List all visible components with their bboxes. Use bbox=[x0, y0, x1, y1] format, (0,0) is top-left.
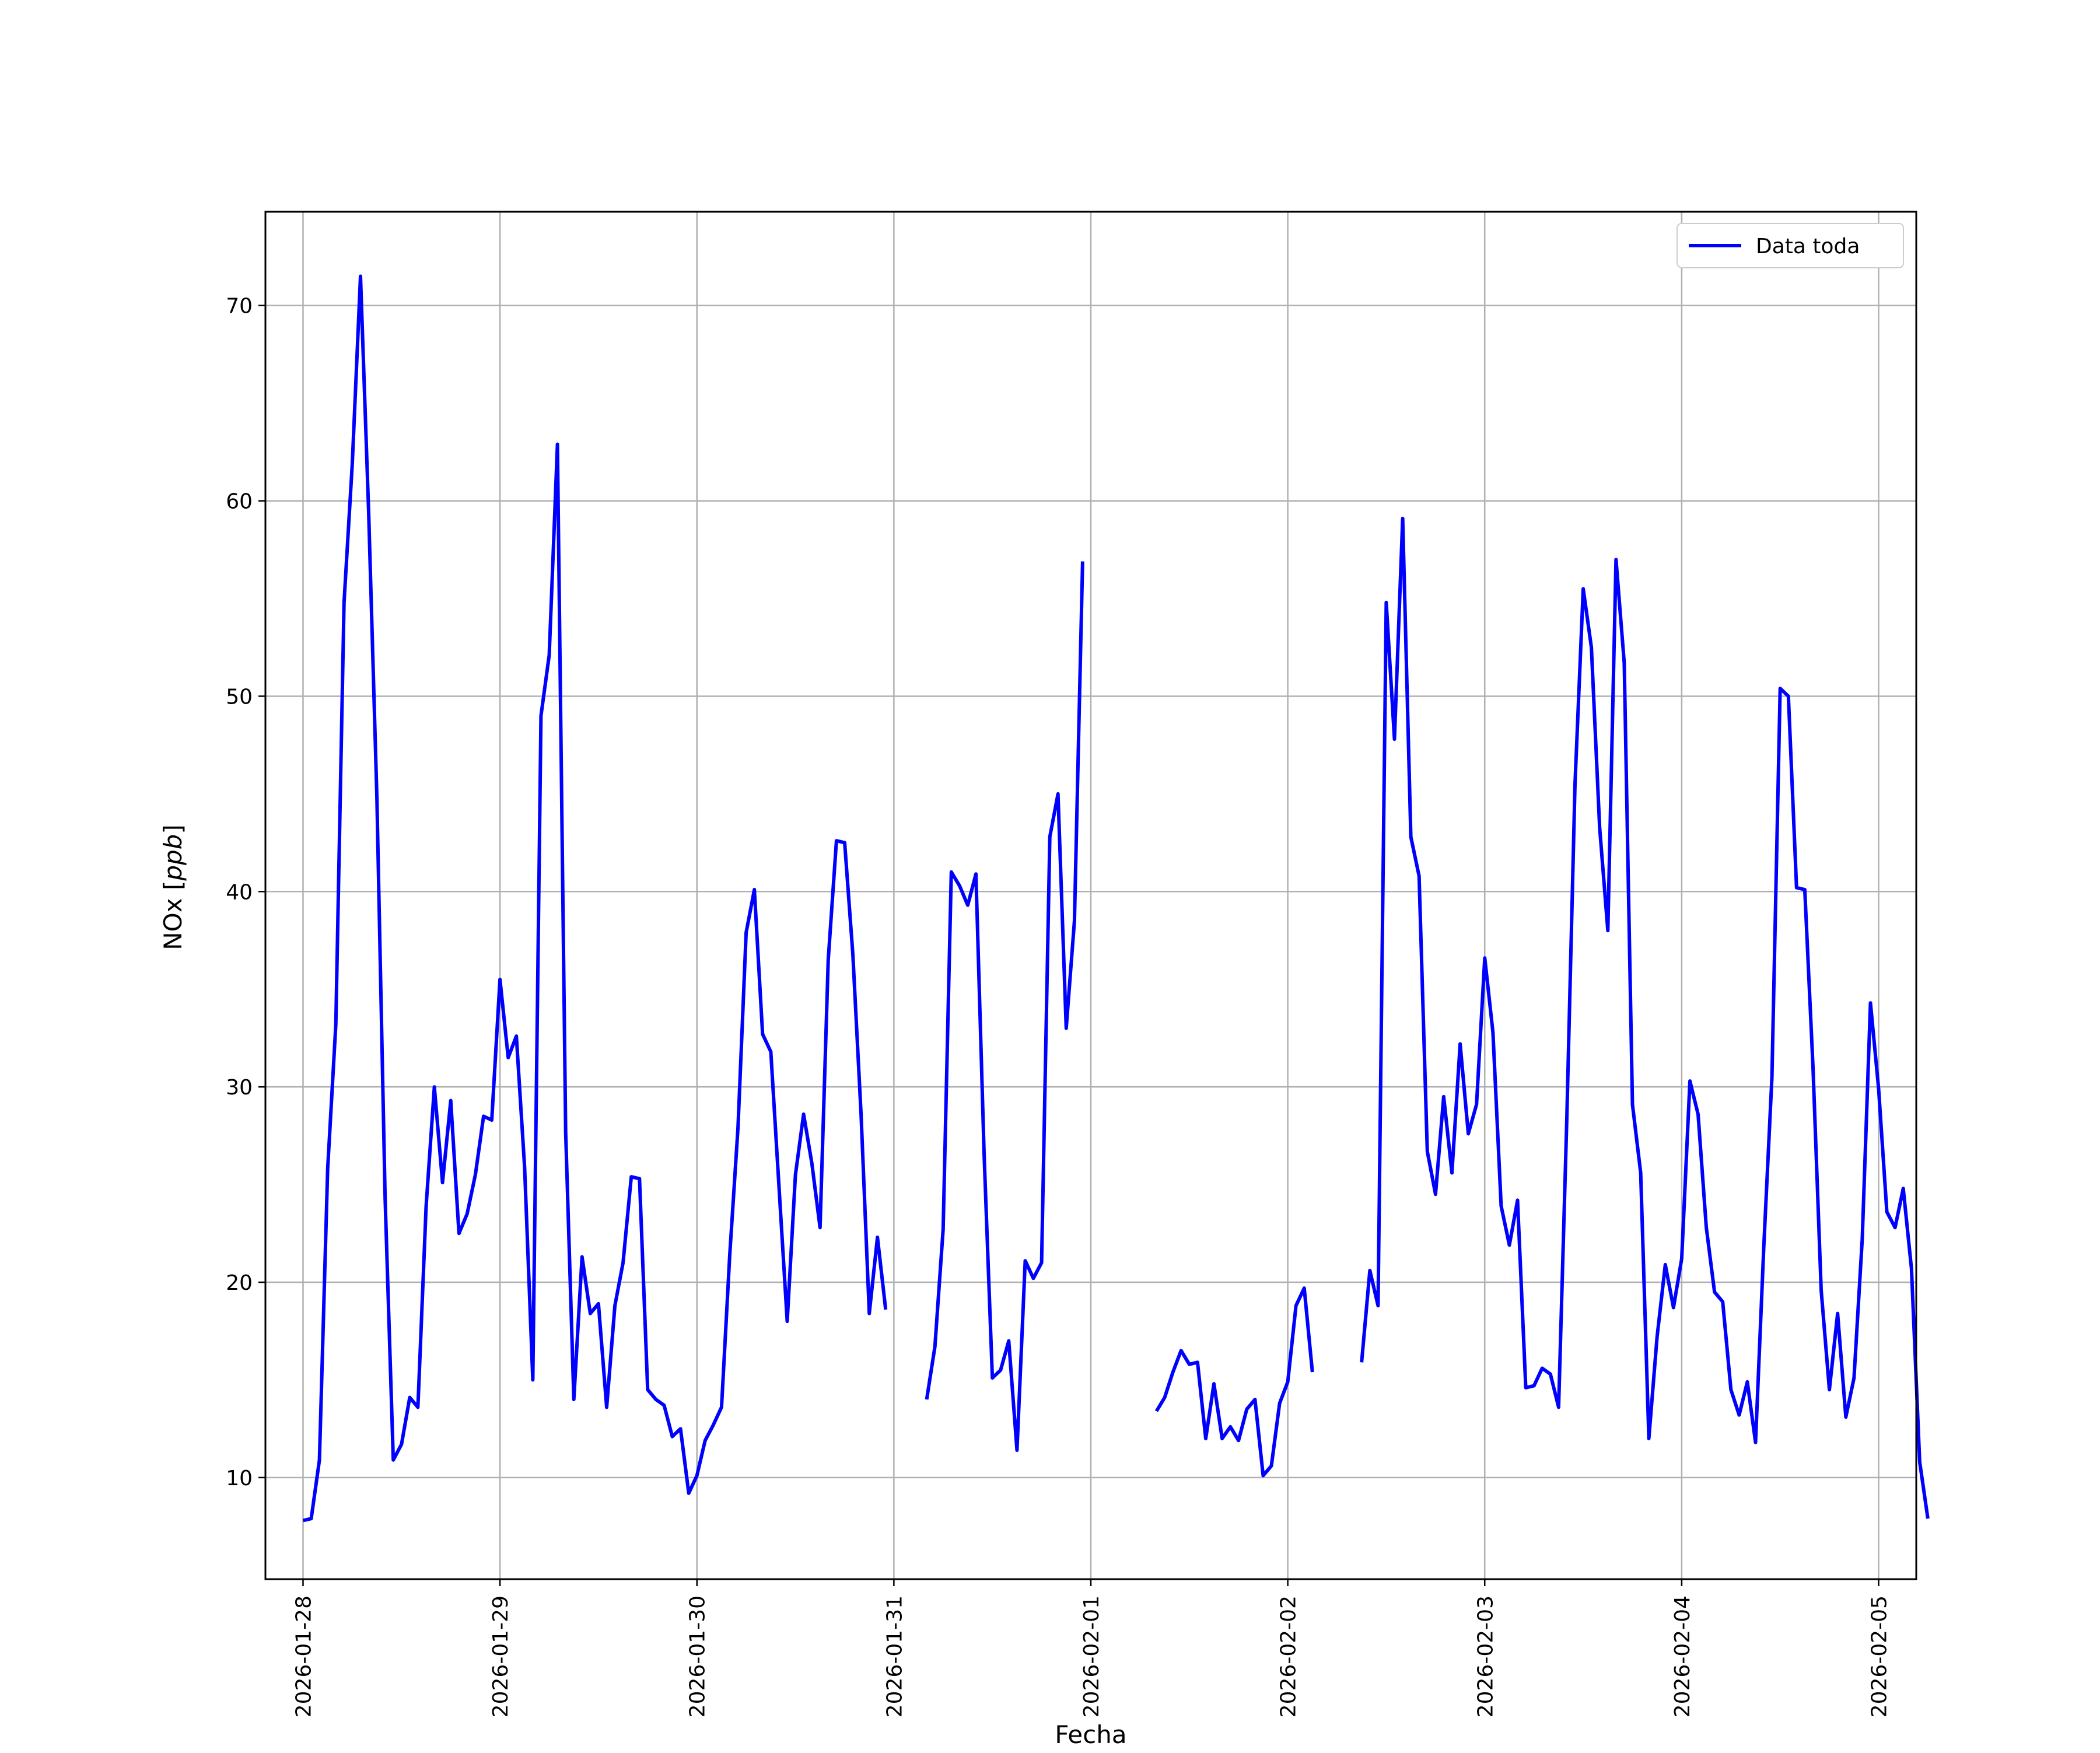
x-tick-label: 2026-01-31 bbox=[883, 1595, 907, 1717]
y-tick-label: 70 bbox=[226, 295, 253, 319]
y-tick-label: 50 bbox=[226, 685, 253, 709]
x-tick-label: 2026-02-05 bbox=[1868, 1595, 1892, 1717]
x-tick-label: 2026-02-04 bbox=[1671, 1595, 1695, 1717]
ticks: 10 20 30 40 50 60 70 2026-01-28 2026-01-29 2026-0… bbox=[226, 295, 1891, 1717]
grid bbox=[265, 212, 1916, 1579]
y-axis-label-prefix: NOx [ bbox=[159, 881, 187, 950]
series-line-data-toda bbox=[302, 274, 1930, 1523]
legend-box bbox=[1676, 223, 1904, 268]
x-tick-label: 2026-01-28 bbox=[292, 1595, 316, 1717]
y-tick-label: 20 bbox=[226, 1271, 253, 1295]
y-tick-label: 30 bbox=[226, 1076, 253, 1100]
legend: Data toda bbox=[1676, 223, 1904, 268]
y-tick-label: 10 bbox=[226, 1467, 253, 1490]
y-axis-label-unit: ppb bbox=[159, 834, 187, 881]
legend-label-data-toda: Data toda bbox=[1756, 235, 1860, 258]
y-axis-label-suffix: ] bbox=[159, 824, 187, 834]
y-tick-label: 40 bbox=[226, 880, 253, 904]
series-layer bbox=[302, 274, 1930, 1523]
x-axis-label: Fecha bbox=[1055, 1720, 1126, 1749]
x-tick-label: 2026-01-29 bbox=[489, 1595, 513, 1717]
x-tick-label: 2026-01-30 bbox=[686, 1595, 710, 1717]
x-tick-label: 2026-02-02 bbox=[1277, 1595, 1301, 1717]
y-axis-label: NOx [ppb] bbox=[159, 824, 187, 950]
x-tick-label: 2026-02-03 bbox=[1474, 1595, 1497, 1717]
x-tick-label: 2026-02-01 bbox=[1080, 1595, 1104, 1717]
y-tick-label: 60 bbox=[226, 490, 253, 514]
